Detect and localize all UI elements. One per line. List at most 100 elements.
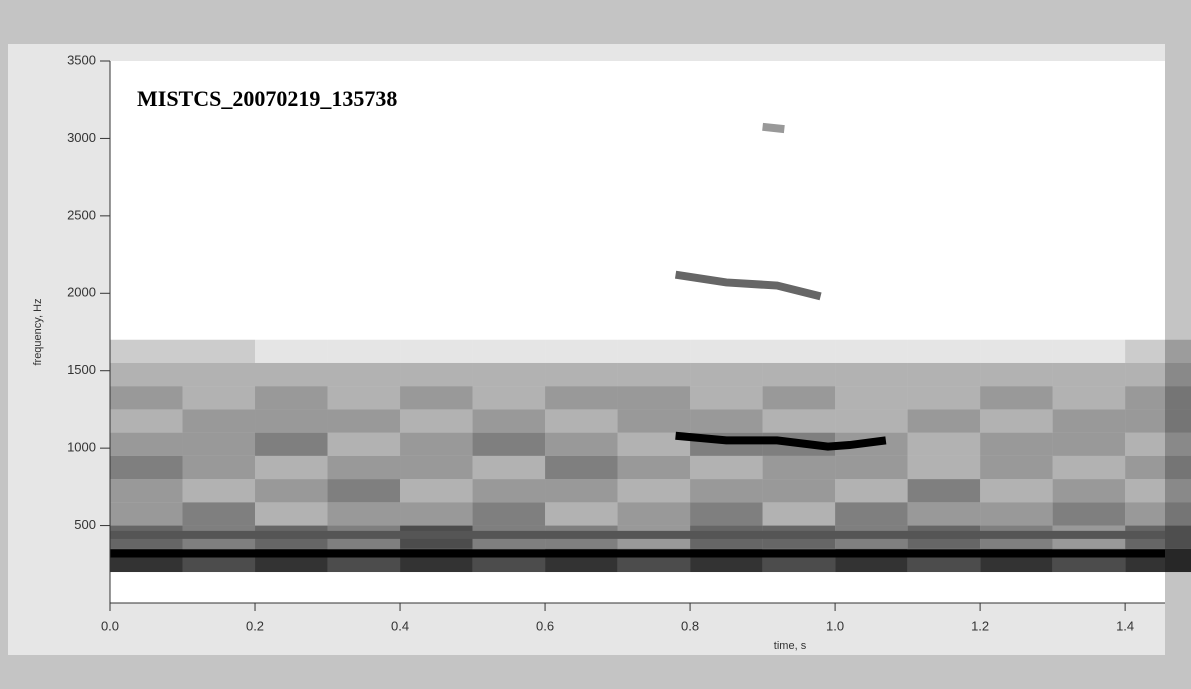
cell [110, 432, 183, 456]
cell [1052, 339, 1126, 363]
x-tick-label: 0.6 [536, 618, 554, 633]
cell [617, 362, 691, 387]
cell [617, 409, 691, 433]
cell [617, 386, 691, 410]
cell [980, 339, 1053, 363]
cell [182, 386, 256, 410]
cell [1125, 502, 1191, 526]
cell [110, 409, 183, 433]
cell [327, 502, 401, 526]
cell [327, 386, 401, 410]
cell [617, 339, 691, 363]
cell [400, 362, 473, 387]
cell [545, 386, 618, 410]
cell [835, 339, 908, 363]
cell [1052, 479, 1126, 503]
cell [1125, 339, 1191, 363]
cell [980, 432, 1053, 456]
cell [617, 479, 691, 503]
cell [327, 409, 401, 433]
cell [762, 339, 836, 363]
cell [980, 362, 1053, 387]
cell [327, 432, 401, 456]
cell [617, 455, 691, 480]
cell [907, 502, 981, 526]
cell [907, 386, 981, 410]
cell [182, 362, 256, 387]
cell [400, 455, 473, 480]
cell [907, 339, 981, 363]
cell [690, 339, 763, 363]
cell [907, 409, 981, 433]
cell [762, 455, 836, 480]
cell [1052, 432, 1126, 456]
cell [835, 409, 908, 433]
cell [690, 479, 763, 503]
cell [1052, 455, 1126, 480]
cell [1052, 386, 1126, 410]
cell [327, 362, 401, 387]
x-tick-label: 0.4 [391, 618, 409, 633]
cell [255, 502, 328, 526]
cell [617, 432, 691, 456]
cell [1125, 479, 1191, 503]
cell [545, 339, 618, 363]
cell [1125, 386, 1191, 410]
cell [255, 479, 328, 503]
cell [400, 409, 473, 433]
cell [907, 479, 981, 503]
y-tick-label: 2000 [67, 285, 96, 300]
cell [690, 409, 763, 433]
contour [674, 270, 822, 301]
cell [110, 362, 183, 387]
x-tick-label: 1.2 [971, 618, 989, 633]
cell [980, 455, 1053, 480]
plot-area [110, 61, 1165, 603]
cell [182, 432, 256, 456]
cell [182, 409, 256, 433]
y-axis-label: frequency, Hz [32, 298, 44, 365]
contours [110, 122, 1165, 558]
cell [400, 432, 473, 456]
x-tick-label: 0.8 [681, 618, 699, 633]
cell [110, 479, 183, 503]
cell [907, 455, 981, 480]
cell [762, 409, 836, 433]
cell [255, 339, 328, 363]
cell [617, 502, 691, 526]
y-tick-label: 1000 [67, 440, 96, 455]
cell [472, 409, 546, 433]
cell [980, 479, 1053, 503]
cell [690, 455, 763, 480]
cell [835, 479, 908, 503]
cell [762, 479, 836, 503]
cell [327, 455, 401, 480]
cell [472, 502, 546, 526]
y-tick-label: 1500 [67, 362, 96, 377]
cell [835, 455, 908, 480]
cell [980, 386, 1053, 410]
cell [1125, 409, 1191, 433]
cell [907, 432, 981, 456]
cell [545, 502, 618, 526]
x-tick-label: 0.2 [246, 618, 264, 633]
cell [1052, 409, 1126, 433]
cell [472, 386, 546, 410]
cell [545, 362, 618, 387]
cell [762, 386, 836, 410]
cell [182, 479, 256, 503]
cell [690, 386, 763, 410]
cell [1125, 455, 1191, 480]
cell [327, 479, 401, 503]
cell [980, 409, 1053, 433]
cell [255, 362, 328, 387]
x-tick-label: 0.0 [101, 618, 119, 633]
cell [472, 479, 546, 503]
x-tick-label: 1.0 [826, 618, 844, 633]
cell [400, 502, 473, 526]
cell [182, 502, 256, 526]
cell [545, 432, 618, 456]
cell [400, 339, 473, 363]
cell [327, 339, 401, 363]
